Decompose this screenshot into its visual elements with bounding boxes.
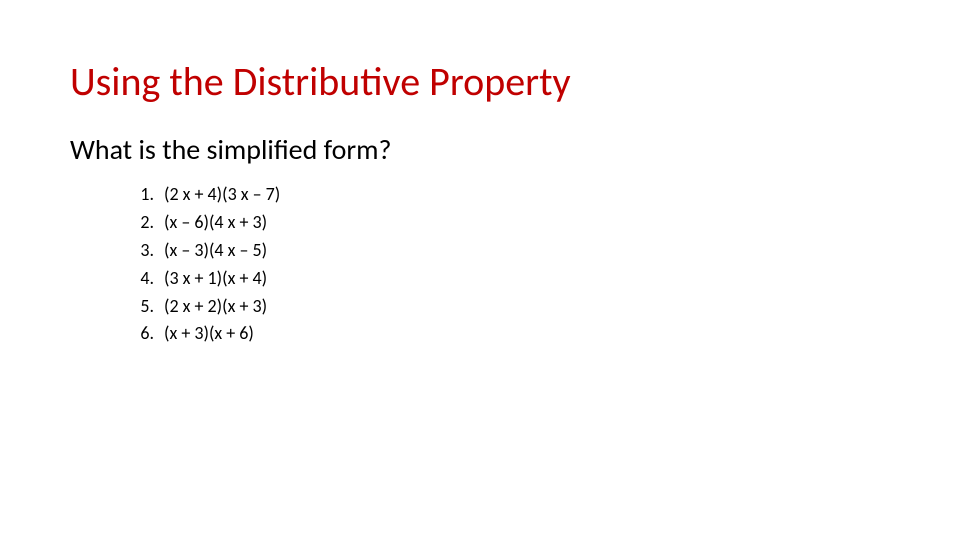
list-item: (x – 3)(4 x – 5) <box>126 237 890 265</box>
slide-title: Using the Distributive Property <box>70 60 890 104</box>
list-item: (x – 6)(4 x + 3) <box>126 209 890 237</box>
slide: Using the Distributive Property What is … <box>0 0 960 540</box>
list-item: (2 x + 2)(x + 3) <box>126 293 890 321</box>
problem-list: (2 x + 4)(3 x – 7) (x – 6)(4 x + 3) (x –… <box>126 181 890 348</box>
slide-subheading: What is the simplified form? <box>70 132 890 167</box>
list-item: (x + 3)(x + 6) <box>126 320 890 348</box>
list-item: (3 x + 1)(x + 4) <box>126 265 890 293</box>
list-item: (2 x + 4)(3 x – 7) <box>126 181 890 209</box>
